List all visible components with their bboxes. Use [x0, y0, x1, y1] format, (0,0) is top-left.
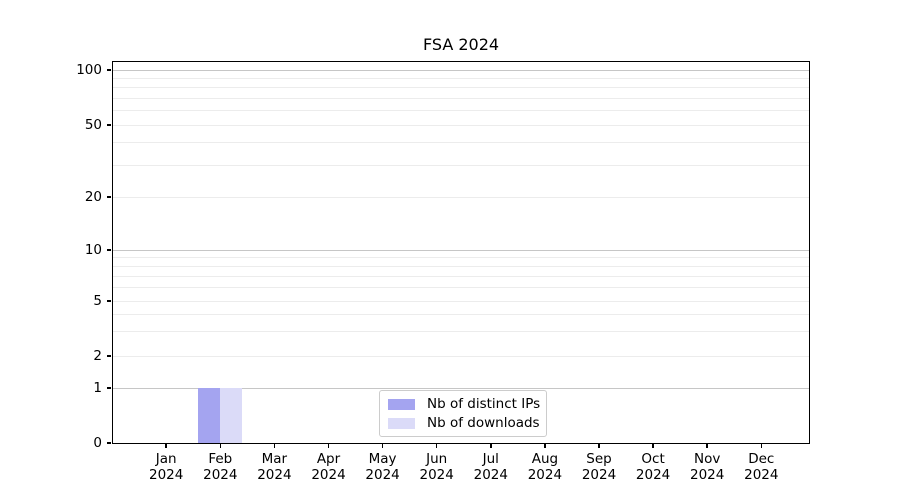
bar-nb-of-distinct-ips-feb: [197, 388, 220, 443]
x-axis-tick-label-jun: Jun 2024: [419, 451, 454, 483]
y-axis-tick-label-100: 100: [76, 62, 102, 78]
plot-area: Nb of distinct IPs Nb of downloads: [112, 61, 810, 444]
y-axis-tick-100: [107, 69, 111, 71]
gridline-y-100: [113, 69, 809, 71]
x-axis-tick-label-sep: Sep 2024: [581, 451, 617, 483]
bar-nb-of-downloads-feb: [219, 388, 242, 443]
gridline-y-3: [113, 331, 809, 333]
gridline-y-10: [113, 249, 809, 251]
y-axis-tick-10: [107, 249, 111, 251]
gridline-y-1: [113, 387, 809, 389]
x-axis-tick-label-dec: Dec 2024: [744, 451, 779, 483]
y-axis-tick-label-50: 50: [84, 117, 102, 133]
legend-item: Nb of downloads: [388, 415, 540, 431]
legend-label-distinct-ips: Nb of distinct IPs: [427, 396, 541, 412]
gridline-y-8: [113, 265, 809, 267]
y-axis-tick-20: [107, 196, 111, 198]
legend-label-downloads: Nb of downloads: [427, 415, 540, 431]
x-axis-tick-jan: [165, 444, 167, 448]
gridline-y-4: [113, 313, 809, 315]
y-axis-tick-label-10: 10: [84, 242, 102, 258]
x-axis-tick-label-oct: Oct 2024: [635, 451, 671, 483]
gridline-y-30: [113, 164, 809, 166]
x-axis-tick-may: [381, 444, 384, 448]
x-axis-tick-label-jul: Jul 2024: [473, 451, 508, 483]
y-axis-tick-2: [107, 355, 111, 357]
x-axis-tick-oct: [652, 444, 654, 448]
x-axis-tick-label-mar: Mar 2024: [257, 451, 292, 483]
legend-item: Nb of distinct IPs: [388, 396, 541, 412]
x-axis-tick-label-apr: Apr 2024: [311, 451, 346, 483]
x-axis-tick-apr: [327, 444, 330, 448]
gridline-y-90: [113, 77, 809, 79]
x-axis-tick-mar: [273, 444, 276, 448]
y-axis-tick-50: [107, 124, 111, 126]
x-axis-tick-label-may: May 2024: [365, 451, 400, 483]
gridline-y-20: [113, 196, 809, 198]
gridline-y-2: [113, 355, 809, 357]
gridline-y-6: [113, 287, 809, 289]
x-axis-tick-label-jan: Jan 2024: [149, 451, 184, 483]
gridline-y-80: [113, 87, 809, 89]
x-axis-tick-jul: [490, 444, 492, 448]
chart-title: FSA 2024: [422, 35, 500, 54]
x-axis-tick-label-nov: Nov 2024: [690, 451, 725, 483]
legend: Nb of distinct IPs Nb of downloads: [379, 390, 547, 437]
y-axis-tick-label-1: 1: [93, 380, 102, 396]
x-axis-tick-feb: [219, 444, 222, 448]
legend-swatch-downloads: [388, 417, 415, 429]
y-axis-tick-1: [107, 387, 111, 389]
x-axis-tick-label-aug: Aug 2024: [527, 451, 563, 483]
x-axis-tick-dec: [760, 444, 763, 448]
legend-swatch-distinct-ips: [388, 398, 415, 410]
y-axis-tick-0: [107, 442, 111, 444]
x-axis-tick-sep: [598, 444, 600, 448]
gridline-y-7: [113, 275, 809, 277]
x-axis-tick-label-feb: Feb 2024: [203, 451, 238, 483]
gridline-y-70: [113, 97, 809, 99]
y-axis-tick-5: [107, 300, 111, 302]
y-axis-tick-label-20: 20: [84, 189, 102, 205]
x-axis-tick-aug: [544, 444, 546, 448]
y-axis-tick-label-2: 2: [93, 348, 102, 364]
gridline-y-9: [113, 257, 809, 259]
y-axis-tick-label-0: 0: [93, 435, 102, 451]
gridline-y-5: [113, 300, 809, 302]
y-axis-tick-label-5: 5: [93, 293, 102, 309]
x-axis-tick-nov: [706, 444, 708, 448]
gridline-y-40: [113, 142, 809, 144]
gridline-y-60: [113, 110, 809, 112]
x-axis-tick-jun: [435, 444, 438, 448]
gridline-y-50: [113, 124, 809, 126]
